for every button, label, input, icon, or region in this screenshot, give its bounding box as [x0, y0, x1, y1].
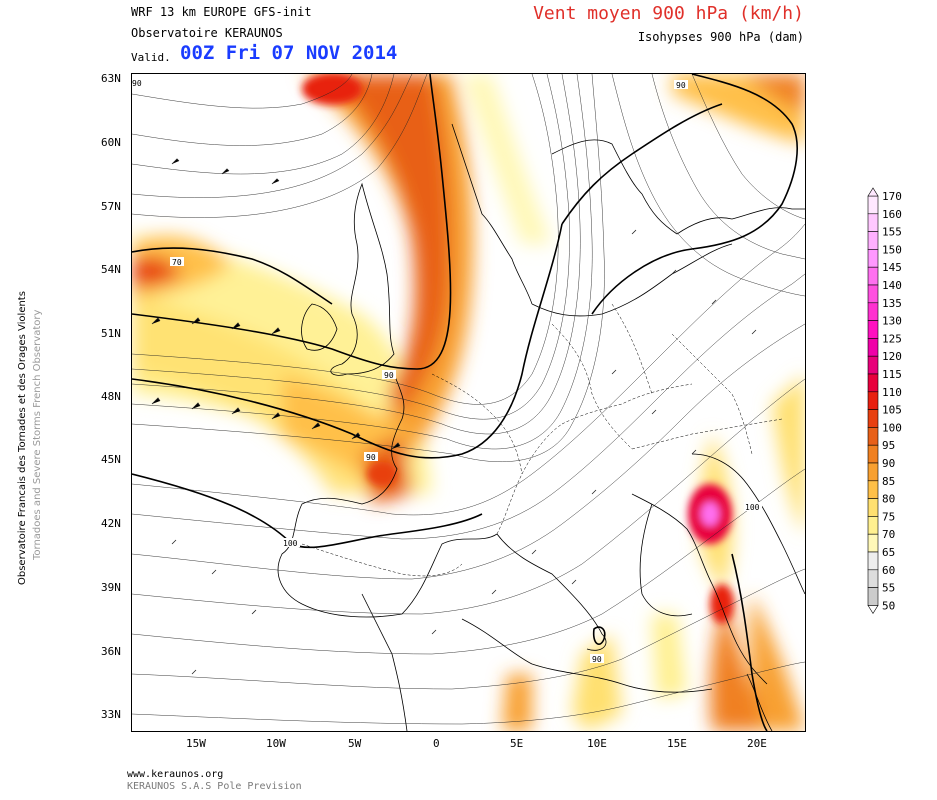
- lat-label: 51N: [101, 327, 121, 340]
- map-canvas: 70 90 90 90 100 100 90 90: [132, 74, 805, 731]
- lon-label: 10E: [587, 737, 607, 750]
- streamlines: [132, 74, 805, 725]
- legend-label: 140: [882, 279, 902, 292]
- legend-swatch: [867, 569, 879, 588]
- legend-label: 55: [882, 582, 895, 595]
- isohypses: [132, 74, 798, 731]
- legend-label: 160: [882, 208, 902, 221]
- valid-label: Valid.: [131, 51, 171, 64]
- legend-label: 170: [882, 190, 902, 203]
- lon-label: 5W: [348, 737, 362, 750]
- legend-label: 70: [882, 528, 895, 541]
- legend-swatch: [867, 284, 879, 304]
- contour-label: 90: [676, 81, 686, 90]
- legend-label: 135: [882, 297, 902, 310]
- legend-label: 145: [882, 261, 902, 274]
- legend-arrow-bottom: [867, 605, 879, 614]
- legend-label: 150: [882, 243, 902, 256]
- contour-label: 90: [132, 79, 142, 88]
- legend-label: 60: [882, 564, 895, 577]
- legend-swatch: [867, 338, 879, 357]
- legend-swatch: [867, 391, 879, 410]
- footer-company: KERAUNOS S.A.S Pole Prevision: [127, 781, 302, 792]
- lat-label: 57N: [101, 200, 121, 213]
- legend-label: 155: [882, 226, 902, 239]
- valid-time: 00Z Fri 07 NOV 2014: [180, 42, 398, 64]
- legend-label: 125: [882, 332, 902, 345]
- legend-swatch: [867, 516, 879, 535]
- lon-label: 5E: [510, 737, 524, 750]
- legend-label: 95: [882, 439, 895, 452]
- contour-labels: 70 90 90 90 100 100 90 90: [132, 79, 762, 664]
- legend-label: 90: [882, 457, 895, 470]
- legend-arrow-top: [867, 187, 879, 197]
- lat-label: 45N: [101, 453, 121, 466]
- contour-label: 90: [366, 453, 376, 462]
- map-subtitle: Isohypses 900 hPa (dam): [637, 30, 804, 44]
- legend-swatch: [867, 533, 879, 553]
- legend-label: 105: [882, 404, 902, 417]
- wind-map: 70 90 90 90 100 100 90 90: [131, 73, 806, 732]
- lat-label: 36N: [101, 645, 121, 658]
- legend-swatch: [867, 587, 879, 606]
- legend-swatch: [867, 195, 879, 215]
- lon-label: 20E: [747, 737, 767, 750]
- color-legend: 170 160 155 150 145 140 135 130 125 120 115 110 105 1…: [862, 186, 932, 630]
- legend-swatch: [867, 480, 879, 499]
- legend-label: 100: [882, 421, 902, 434]
- coastlines: [277, 123, 805, 731]
- contour-label: 70: [172, 258, 182, 267]
- wind-barbs: [151, 158, 757, 675]
- legend-label: 130: [882, 315, 902, 328]
- lon-label: 10W: [266, 737, 286, 750]
- legend-label: 65: [882, 546, 895, 559]
- legend-swatch: [867, 462, 879, 482]
- lat-label: 54N: [101, 263, 121, 276]
- contour-label: 100: [283, 539, 298, 548]
- legend-label: 115: [882, 368, 902, 381]
- legend-swatch: [867, 320, 879, 339]
- legend-swatch: [867, 551, 879, 571]
- lon-label: 15E: [667, 737, 687, 750]
- legend-swatch: [867, 231, 879, 250]
- observatory-name: Observatoire KERAUNOS: [131, 26, 283, 40]
- legend-swatch: [867, 498, 879, 517]
- legend-swatch: [867, 373, 879, 393]
- map-title: Vent moyen 900 hPa (km/h): [533, 3, 804, 24]
- side-text-en: Tornadoes and Severe Storms French Obser…: [32, 309, 43, 560]
- side-text-fr: Observatoire Francais des Tornades et de…: [17, 291, 28, 585]
- model-info: WRF 13 km EUROPE GFS-init: [131, 5, 312, 19]
- legend-swatch: [867, 213, 879, 232]
- contour-label: 90: [592, 655, 602, 664]
- wind-max-cores: [302, 74, 734, 624]
- lat-label: 33N: [101, 708, 121, 721]
- legend-label: 85: [882, 475, 895, 488]
- contour-label: 100: [745, 503, 760, 512]
- legend-swatch: [867, 409, 879, 428]
- legend-label: 80: [882, 493, 895, 506]
- lat-label: 39N: [101, 581, 121, 594]
- lat-label: 63N: [101, 72, 121, 85]
- lon-label: 15W: [186, 737, 206, 750]
- legend-swatch: [867, 302, 879, 321]
- legend-swatch: [867, 249, 879, 268]
- legend-label: 110: [882, 386, 902, 399]
- legend-label: 50: [882, 599, 895, 612]
- legend-swatch: [867, 266, 879, 286]
- legend-bar: 170 160 155 150 145 140 135 130 125 120 115 110 105 1…: [867, 187, 902, 614]
- country-borders: [301, 303, 783, 577]
- lat-label: 60N: [101, 136, 121, 149]
- legend-label: 120: [882, 350, 902, 363]
- legend-swatch: [867, 444, 879, 464]
- lat-label: 42N: [101, 517, 121, 530]
- legend-swatch: [867, 355, 879, 375]
- lon-label: 0: [433, 737, 440, 750]
- lat-label: 48N: [101, 390, 121, 403]
- legend-label: 75: [882, 510, 895, 523]
- contour-label: 90: [384, 371, 394, 380]
- footer-url: www.keraunos.org: [127, 769, 224, 780]
- legend-swatch: [867, 427, 879, 446]
